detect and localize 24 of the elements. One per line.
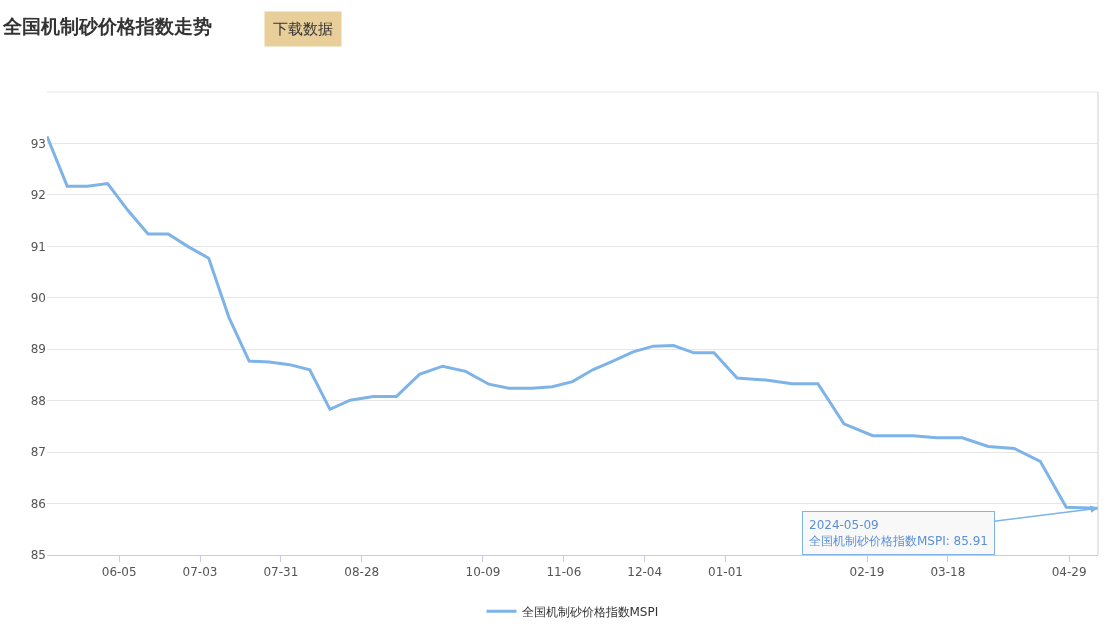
x-tick-label: 02-19: [849, 565, 885, 580]
x-tick-label: 06-05: [101, 565, 137, 580]
annotation: 2024-05-09 全国机制砂价格指数MSPI: 85.91: [809, 518, 988, 548]
y-tick-label: 90: [30, 290, 46, 305]
x-tick-label: 12-04: [627, 565, 663, 580]
x-tick-label: 11-06: [546, 565, 582, 580]
x-tick-label: 01-01: [708, 565, 743, 580]
x-tick-label: 04-29: [1051, 565, 1087, 580]
y-tick-label: 89: [30, 342, 46, 357]
y-tick-label: 87: [30, 445, 46, 460]
x-tick-label: 07-03: [182, 565, 218, 580]
x-tick-label: 03-18: [930, 565, 966, 580]
y-tick-label: 88: [30, 393, 46, 408]
x-tick-label: 08-28: [344, 565, 380, 580]
legend-label: 全国机制砂价格指数MSPI: [521, 604, 659, 619]
y-tick-label: 92: [30, 188, 46, 203]
text: 下载数据: [273, 20, 333, 38]
x-tick-label: 07-31: [263, 565, 299, 580]
y-tick-label: 93: [30, 136, 46, 151]
chart-title: 全国机制砂价格指数走势: [2, 14, 213, 37]
y-tick-label: 91: [30, 239, 46, 254]
y-tick-label: 85: [30, 548, 46, 563]
y-tick-label: 86: [30, 496, 46, 511]
x-tick-label: 10-09: [465, 565, 501, 580]
